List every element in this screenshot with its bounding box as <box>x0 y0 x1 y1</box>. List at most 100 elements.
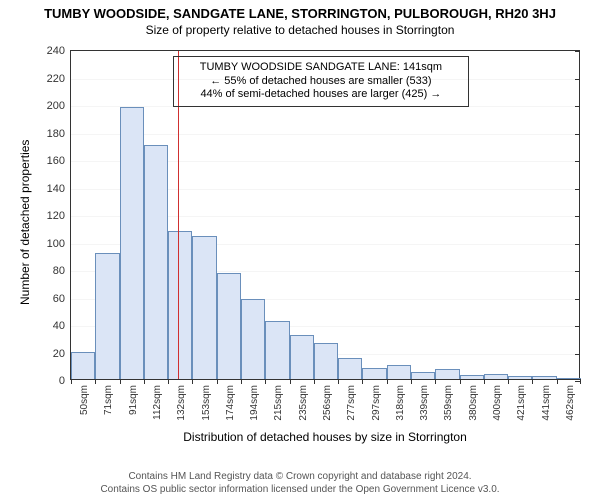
histogram-plot: 02040608010012014016018020022024050sqm71… <box>70 50 580 380</box>
y-tick-mark <box>575 51 580 52</box>
y-tick-label: 160 <box>47 155 71 167</box>
x-tick-mark <box>338 379 339 384</box>
x-tick-mark <box>484 379 485 384</box>
histogram-bar <box>362 368 386 379</box>
histogram-bar <box>532 376 556 379</box>
footer-line-2: Contains OS public sector information li… <box>0 483 600 496</box>
histogram-bar <box>338 358 362 379</box>
x-tick-label: 462sqm <box>565 385 576 421</box>
x-tick-label: 215sqm <box>273 385 284 421</box>
histogram-bar <box>217 273 241 379</box>
x-tick-mark <box>71 379 72 384</box>
y-tick-mark <box>575 106 580 107</box>
y-tick-label: 180 <box>47 128 71 140</box>
x-tick-mark <box>217 379 218 384</box>
annotation-box: TUMBY WOODSIDE SANDGATE LANE: 141sqm← 55… <box>173 56 469 107</box>
x-tick-label: 235sqm <box>298 385 309 421</box>
x-tick-label: 71sqm <box>103 385 114 415</box>
y-tick-mark <box>575 79 580 80</box>
x-tick-label: 112sqm <box>152 385 163 420</box>
x-tick-label: 380sqm <box>468 385 479 421</box>
y-axis-label: Number of detached properties <box>18 140 32 305</box>
x-tick-label: 132sqm <box>176 385 187 421</box>
x-tick-mark <box>411 379 412 384</box>
x-tick-mark <box>508 379 509 384</box>
x-tick-label: 277sqm <box>346 385 357 421</box>
x-tick-mark <box>95 379 96 384</box>
x-tick-mark <box>241 379 242 384</box>
x-tick-label: 91sqm <box>128 385 139 415</box>
histogram-bar <box>387 365 411 379</box>
x-tick-mark <box>120 379 121 384</box>
histogram-bar <box>241 299 265 379</box>
histogram-bar <box>411 372 435 379</box>
histogram-bar <box>71 352 95 380</box>
x-tick-mark <box>557 379 558 384</box>
x-tick-label: 359sqm <box>443 385 454 421</box>
y-tick-label: 20 <box>53 348 71 360</box>
y-tick-label: 200 <box>47 100 71 112</box>
y-tick-mark <box>575 271 580 272</box>
histogram-bar <box>508 376 532 379</box>
x-tick-label: 194sqm <box>249 385 260 421</box>
histogram-bar <box>265 321 289 379</box>
x-tick-mark <box>387 379 388 384</box>
y-tick-label: 40 <box>53 320 71 332</box>
x-tick-label: 400sqm <box>492 385 503 421</box>
footer-line-1: Contains HM Land Registry data © Crown c… <box>0 470 600 483</box>
y-tick-mark <box>575 189 580 190</box>
x-tick-mark <box>144 379 145 384</box>
x-tick-mark <box>580 379 581 384</box>
x-tick-label: 256sqm <box>322 385 333 421</box>
attribution-footer: Contains HM Land Registry data © Crown c… <box>0 470 600 496</box>
x-tick-label: 339sqm <box>419 385 430 421</box>
histogram-bar <box>290 335 314 379</box>
x-tick-mark <box>192 379 193 384</box>
x-tick-mark <box>362 379 363 384</box>
x-tick-mark <box>314 379 315 384</box>
x-tick-label: 153sqm <box>201 385 212 421</box>
x-tick-mark <box>532 379 533 384</box>
y-tick-label: 220 <box>47 73 71 85</box>
x-tick-label: 421sqm <box>516 385 527 421</box>
y-tick-mark <box>575 244 580 245</box>
x-tick-mark <box>460 379 461 384</box>
page-subtitle: Size of property relative to detached ho… <box>0 21 600 37</box>
x-tick-mark <box>168 379 169 384</box>
y-tick-label: 140 <box>47 183 71 195</box>
y-tick-mark <box>575 216 580 217</box>
y-tick-label: 60 <box>53 293 71 305</box>
y-tick-label: 240 <box>47 45 71 57</box>
y-tick-mark <box>575 134 580 135</box>
y-tick-label: 80 <box>53 265 71 277</box>
annotation-line: ← 55% of detached houses are smaller (53… <box>180 75 462 89</box>
x-axis-label: Distribution of detached houses by size … <box>70 430 580 444</box>
x-tick-label: 441sqm <box>541 385 552 421</box>
histogram-bar <box>435 369 459 379</box>
histogram-bar <box>484 374 508 380</box>
annotation-line: TUMBY WOODSIDE SANDGATE LANE: 141sqm <box>180 61 462 75</box>
histogram-bar <box>120 107 144 379</box>
histogram-bar <box>168 231 192 380</box>
x-tick-label: 297sqm <box>371 385 382 421</box>
y-tick-mark <box>575 299 580 300</box>
x-tick-label: 318sqm <box>395 385 406 421</box>
y-tick-label: 120 <box>47 210 71 222</box>
x-tick-mark <box>265 379 266 384</box>
y-tick-mark <box>575 161 580 162</box>
y-tick-label: 100 <box>47 238 71 250</box>
x-tick-label: 174sqm <box>225 385 236 421</box>
histogram-bar <box>314 343 338 379</box>
gridline <box>71 134 579 135</box>
histogram-bar <box>557 378 581 379</box>
x-tick-mark <box>435 379 436 384</box>
y-tick-mark <box>575 326 580 327</box>
x-tick-mark <box>290 379 291 384</box>
page-title: TUMBY WOODSIDE, SANDGATE LANE, STORRINGT… <box>0 0 600 21</box>
histogram-bar <box>144 145 168 379</box>
histogram-bar <box>460 375 484 379</box>
y-tick-mark <box>575 354 580 355</box>
annotation-line: 44% of semi-detached houses are larger (… <box>180 88 462 102</box>
histogram-bar <box>192 236 216 379</box>
histogram-bar <box>95 253 119 380</box>
